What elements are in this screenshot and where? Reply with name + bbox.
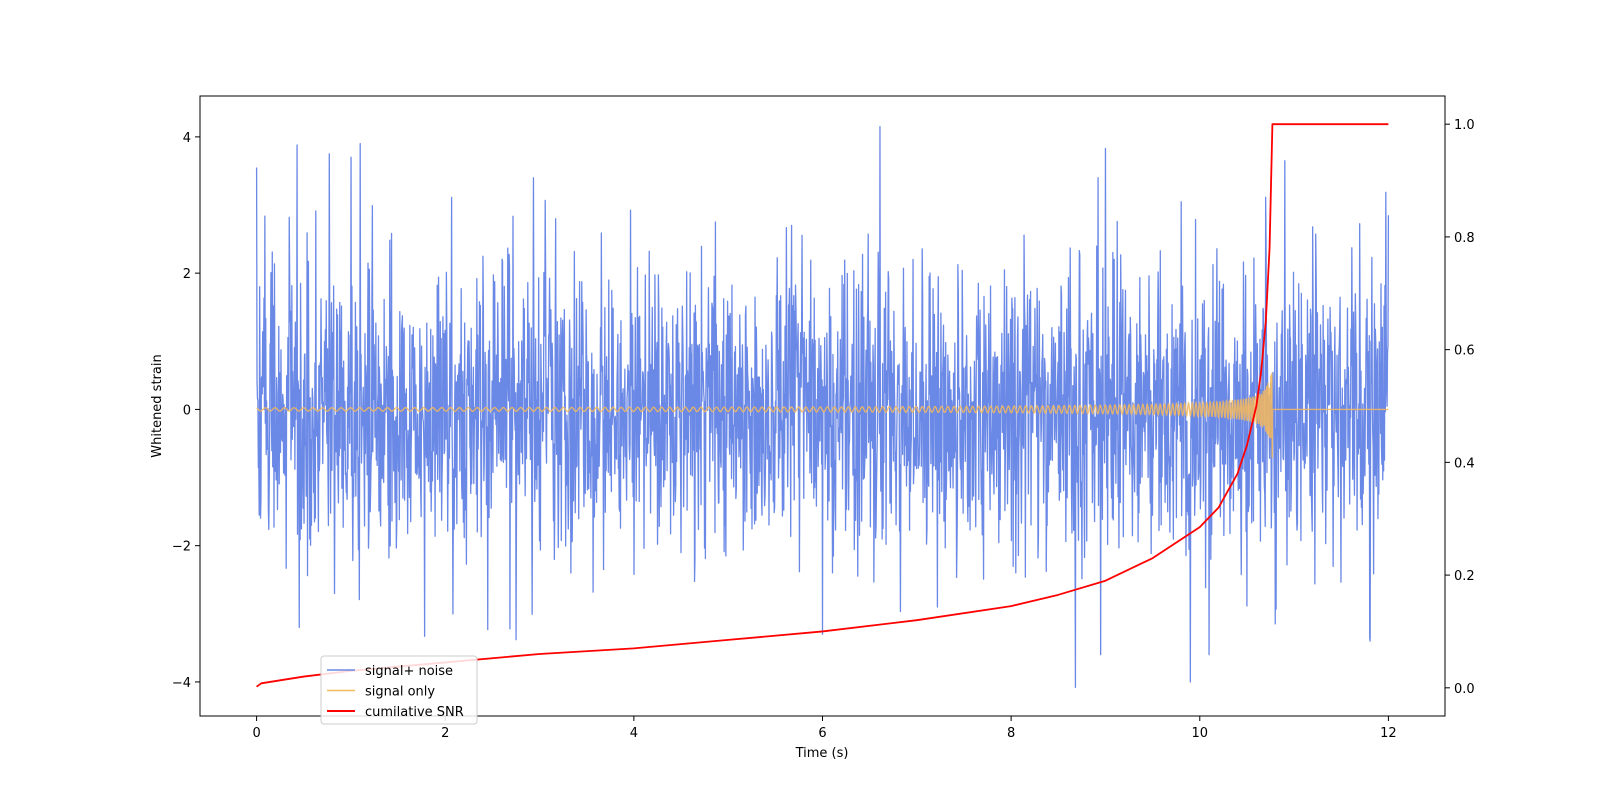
y2-tick-label: 0.4: [1454, 456, 1475, 471]
x-tick-label: 8: [1007, 726, 1015, 741]
y-axis-left: −4 −2 0 2 4: [172, 131, 200, 691]
legend-label: cumilative SNR: [365, 705, 464, 720]
y2-tick-label: 0.8: [1454, 231, 1475, 246]
x-tick-label: 4: [630, 726, 638, 741]
x-axis-label: Time (s): [795, 746, 849, 761]
y-tick-label: 4: [183, 131, 191, 146]
legend: signal+ noise signal only cumilative SNR: [320, 655, 478, 725]
x-tick-label: 2: [441, 726, 449, 741]
y-axis-right: 0.0 0.2 0.4 0.6 0.8 1.0: [1445, 118, 1475, 697]
y2-tick-label: 0.0: [1454, 682, 1475, 697]
y-tick-label: 0: [183, 403, 191, 418]
y-tick-label: 2: [183, 267, 191, 282]
legend-label: signal+ noise: [365, 664, 453, 679]
legend-label: signal only: [365, 685, 435, 700]
x-tick-label: 0: [252, 726, 260, 741]
series-signal-only-line: [256, 373, 1389, 458]
series-signal-noise-line: [255, 126, 1390, 689]
legend-box: [320, 655, 478, 725]
x-axis: 0 2 4 6 8 10 12: [252, 716, 1397, 741]
y2-tick-label: 0.6: [1454, 344, 1475, 359]
x-tick-label: 6: [818, 726, 826, 741]
y-tick-label: −4: [172, 676, 191, 691]
x-tick-label: 10: [1191, 726, 1208, 741]
y-axis-label: Whitened strain: [150, 354, 165, 457]
y2-tick-label: 1.0: [1454, 118, 1475, 133]
y-tick-label: −2: [172, 540, 191, 555]
x-tick-label: 12: [1380, 726, 1397, 741]
y2-tick-label: 0.2: [1454, 569, 1475, 584]
